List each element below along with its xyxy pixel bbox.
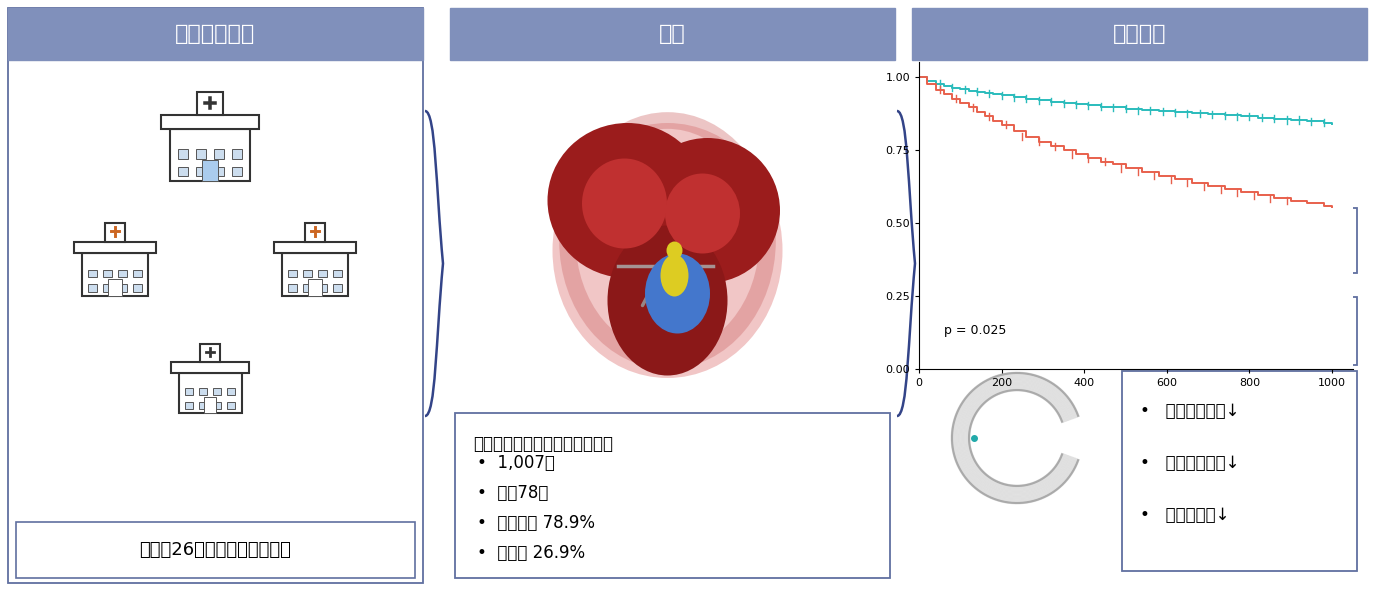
Text: •  心房細勐 78.9%: • 心房細勐 78.9% <box>477 514 594 532</box>
Bar <box>333 284 341 292</box>
Bar <box>88 284 96 292</box>
Bar <box>200 402 206 409</box>
Text: •   僧帽弁逆流　↓: • 僧帽弁逆流 ↓ <box>1139 402 1240 420</box>
Bar <box>227 402 235 409</box>
Bar <box>179 372 242 413</box>
Text: p = 0.025: p = 0.025 <box>944 324 1006 337</box>
Bar <box>74 242 155 254</box>
Bar <box>318 284 326 292</box>
Bar <box>288 270 297 278</box>
Bar <box>118 270 127 278</box>
Bar <box>118 284 127 292</box>
Ellipse shape <box>645 254 710 333</box>
Bar <box>202 160 217 181</box>
Bar <box>213 150 224 158</box>
FancyBboxPatch shape <box>8 8 422 583</box>
Ellipse shape <box>582 158 667 248</box>
Bar <box>169 129 250 181</box>
Text: •  心不全 26.9%: • 心不全 26.9% <box>477 544 585 562</box>
FancyBboxPatch shape <box>1121 371 1357 571</box>
Bar <box>308 279 322 296</box>
FancyBboxPatch shape <box>922 208 1357 273</box>
FancyBboxPatch shape <box>450 8 894 60</box>
Bar <box>81 254 149 296</box>
Ellipse shape <box>665 174 740 254</box>
Bar <box>213 167 224 176</box>
FancyBboxPatch shape <box>455 413 890 578</box>
FancyBboxPatch shape <box>17 522 416 578</box>
Bar <box>109 279 121 296</box>
Bar <box>103 284 111 292</box>
Text: •  1,007例: • 1,007例 <box>477 454 555 472</box>
FancyBboxPatch shape <box>912 8 1366 60</box>
Bar <box>200 344 220 362</box>
Ellipse shape <box>660 255 688 297</box>
Bar <box>184 388 193 395</box>
Text: 僧帽弁手術: 僧帽弁手術 <box>1210 322 1269 340</box>
Bar <box>195 150 206 158</box>
Bar <box>318 270 326 278</box>
Bar <box>197 92 223 115</box>
Bar <box>204 397 216 413</box>
Bar <box>288 284 297 292</box>
Bar <box>171 362 249 372</box>
Ellipse shape <box>634 138 780 283</box>
Bar <box>133 284 142 292</box>
Text: •   有害事象　↓: • 有害事象 ↓ <box>1139 506 1230 524</box>
Ellipse shape <box>666 242 682 259</box>
Bar <box>282 254 348 296</box>
Bar <box>105 223 125 242</box>
Text: 予後調査: 予後調査 <box>1113 24 1167 44</box>
Bar <box>233 167 242 176</box>
Bar <box>178 150 189 158</box>
Bar <box>303 284 312 292</box>
Bar <box>200 388 206 395</box>
Bar <box>333 270 341 278</box>
Ellipse shape <box>607 226 728 375</box>
Bar <box>274 242 356 254</box>
Bar <box>88 270 96 278</box>
Text: 死亡および心不全入院: 死亡および心不全入院 <box>1077 230 1203 251</box>
Text: 日本の26施設のデータを収集: 日本の26施設のデータを収集 <box>139 541 292 559</box>
Bar <box>304 223 326 242</box>
Bar <box>227 388 235 395</box>
Bar <box>195 167 206 176</box>
Ellipse shape <box>553 123 783 378</box>
Bar <box>161 115 260 129</box>
Bar <box>133 270 142 278</box>
Text: 特徴: 特徴 <box>659 24 685 44</box>
FancyBboxPatch shape <box>1121 297 1357 365</box>
Ellipse shape <box>548 123 707 278</box>
FancyBboxPatch shape <box>8 8 422 60</box>
Bar <box>233 150 242 158</box>
Bar <box>103 270 111 278</box>
Bar <box>178 167 189 176</box>
Bar <box>213 388 222 395</box>
Text: 心房性機能性僧帽弁閉鎖不全症: 心房性機能性僧帽弁閉鎖不全症 <box>473 435 612 453</box>
Text: •  平均78歳: • 平均78歳 <box>477 484 549 502</box>
Polygon shape <box>1038 324 1082 332</box>
Text: 研究デザイン: 研究デザイン <box>175 24 256 44</box>
Text: •   心不全症状　↓: • 心不全症状 ↓ <box>1139 454 1240 472</box>
Bar <box>184 402 193 409</box>
FancyBboxPatch shape <box>944 317 1040 339</box>
Bar <box>213 402 222 409</box>
Bar <box>303 270 312 278</box>
